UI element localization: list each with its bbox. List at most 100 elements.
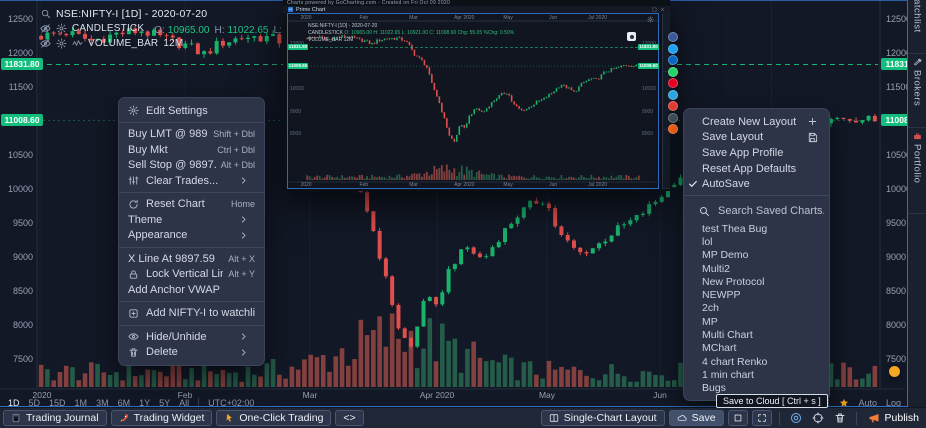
sidebar-tab-portfolio[interactable]: Portfolio	[908, 128, 926, 214]
eye-off-icon[interactable]	[40, 38, 51, 49]
menu-item[interactable]: Create New Layout	[684, 114, 829, 130]
menu-item[interactable]: Save Layout	[684, 130, 829, 146]
saved-chart-item[interactable]: 1 min chart	[702, 368, 754, 381]
saved-chart-item[interactable]: NEWPP	[702, 289, 741, 302]
button-label: Trading Widget	[133, 412, 205, 424]
camera-icon[interactable]	[627, 32, 636, 41]
publish-button[interactable]: Publish	[868, 412, 919, 424]
saved-chart-item[interactable]: Multi Chart	[702, 328, 753, 341]
share-linkedin-icon[interactable]	[668, 55, 678, 65]
bottom-button--[interactable]: <>	[335, 410, 364, 426]
menu-item[interactable]: Add Anchor VWAP	[119, 282, 264, 298]
time-tick: May	[538, 390, 556, 400]
expand-icon[interactable]	[652, 7, 657, 12]
magnifier-icon[interactable]	[40, 8, 51, 19]
menu-item[interactable]: Lock Vertical Line Alt + Y	[119, 267, 264, 283]
share-buttons	[668, 32, 678, 134]
expand-icon[interactable]	[751, 410, 772, 426]
menu-item-label: Create New Layout	[702, 115, 797, 128]
saved-chart-item[interactable]: Bugs	[702, 382, 726, 395]
gear-icon[interactable]	[56, 23, 67, 34]
frame-icon[interactable]	[727, 410, 748, 426]
range-button-5d[interactable]: 5D	[28, 397, 41, 407]
range-button-1y[interactable]: 1Y	[139, 397, 151, 407]
menu-item[interactable]: Add NIFTY-I to watchlist	[119, 306, 264, 322]
gear-icon[interactable]	[647, 16, 654, 23]
bottom-button-one-click-trading[interactable]: One-Click Trading	[216, 410, 332, 426]
menu-item[interactable]: Clear Trades...	[119, 173, 264, 189]
menu-item[interactable]: Edit Settings	[119, 103, 264, 119]
share-youtube-icon[interactable]	[668, 101, 678, 111]
price-tick: 12500	[7, 14, 33, 24]
range-button-all[interactable]: All	[179, 397, 190, 407]
layout-icon	[549, 413, 559, 423]
check-icon	[688, 179, 698, 189]
bottom-button-trading-widget[interactable]: Trading Widget	[110, 410, 213, 426]
share-facebook-icon[interactable]	[668, 32, 678, 42]
sidebar-tab-watchlist[interactable]: Watchlist	[908, 0, 926, 54]
saved-chart-item[interactable]: New Protocol	[702, 275, 765, 288]
popup-price-pill: 11831.80	[638, 44, 659, 51]
bottom-button-single-chart-layout[interactable]: Single-Chart Layout	[540, 410, 665, 426]
menu-item[interactable]: Reset App Defaults	[684, 161, 829, 177]
share-pinterest-icon[interactable]	[668, 78, 678, 88]
popup-ohlc: O: 10965.00 H: 11022.65 L: 10921.00 C: 1…	[344, 30, 515, 36]
saved-chart-item[interactable]: test Thea Bug	[702, 222, 768, 235]
menu-item[interactable]: Theme	[119, 212, 264, 228]
range-button-15d[interactable]: 15D	[49, 397, 66, 407]
share-email-icon[interactable]	[668, 112, 678, 123]
menu-item[interactable]: Hide/Unhide	[119, 329, 264, 345]
bottom-button-trading-journal[interactable]: Trading Journal	[3, 410, 107, 426]
menu-item[interactable]: Buy LMT @ 9897.59 Shift + Dbl	[119, 127, 264, 143]
auto-scale-toggle[interactable]: Auto	[858, 397, 877, 407]
timezone-label[interactable]: UTC+02:00	[208, 397, 255, 407]
menu-item[interactable]: Delete	[119, 345, 264, 361]
plus-icon[interactable]	[807, 116, 818, 127]
menu-item[interactable]: Buy Mkt Ctrl + Dbl	[119, 142, 264, 158]
chevron-right-icon	[239, 176, 248, 185]
menu-item[interactable]: Sell Stop @ 9897.59 Alt + Dbl	[119, 158, 264, 174]
range-button-3m[interactable]: 3M	[96, 397, 109, 407]
share-whatsapp-icon[interactable]	[668, 66, 678, 77]
share-twitter-icon[interactable]	[668, 43, 678, 54]
saved-chart-item[interactable]: lol	[702, 235, 713, 248]
trash-icon[interactable]	[834, 412, 846, 424]
saved-charts-search[interactable]	[684, 200, 829, 222]
gear-icon[interactable]	[56, 38, 67, 49]
popup-month-label: May	[503, 15, 513, 21]
range-button-6m[interactable]: 6M	[117, 397, 131, 407]
sidebar-tab-brokers[interactable]: Brokers	[908, 54, 926, 128]
range-button-5y[interactable]: 5Y	[159, 397, 171, 407]
saved-chart-item[interactable]: MP	[702, 315, 718, 328]
bottom-toolbar: Trading Journal Trading Widget One-Click T…	[0, 408, 926, 428]
bottom-button-save[interactable]: Save	[668, 410, 724, 426]
target-icon[interactable]	[812, 412, 824, 424]
saved-chart-item[interactable]: MP Demo	[702, 249, 749, 262]
search-input[interactable]	[718, 204, 824, 217]
range-button-1d[interactable]: 1D	[8, 397, 20, 407]
menu-item[interactable]: AutoSave	[684, 176, 829, 192]
eye-off-icon[interactable]	[40, 23, 51, 34]
menu-divider	[119, 122, 264, 123]
menu-item[interactable]: X Line At 9897.59 Alt + X	[119, 251, 264, 267]
saved-chart-item[interactable]: 4 chart Renko	[702, 355, 768, 368]
log-scale-toggle[interactable]: Log	[885, 397, 901, 407]
share-reddit-icon[interactable]	[668, 124, 678, 134]
range-button-1m[interactable]: 1M	[74, 397, 88, 407]
share-telegram-icon[interactable]	[668, 89, 678, 100]
camera-icon[interactable]	[790, 412, 802, 424]
saved-chart-item[interactable]: MChart	[702, 342, 737, 355]
menu-item[interactable]: Reset Chart Home	[119, 197, 264, 213]
saved-chart-item[interactable]: 2ch	[702, 302, 719, 315]
close-icon[interactable]	[660, 7, 665, 12]
menu-item[interactable]: Save App Profile	[684, 145, 829, 161]
notification-dot[interactable]	[889, 366, 900, 377]
menu-divider	[684, 195, 829, 197]
chevron-right-icon	[239, 231, 248, 240]
save-icon[interactable]	[807, 132, 818, 143]
star-icon[interactable]	[839, 398, 849, 406]
menu-item[interactable]: Appearance	[119, 228, 264, 244]
saved-chart-item[interactable]: Multi2	[702, 262, 731, 275]
trash-icon	[128, 347, 139, 358]
